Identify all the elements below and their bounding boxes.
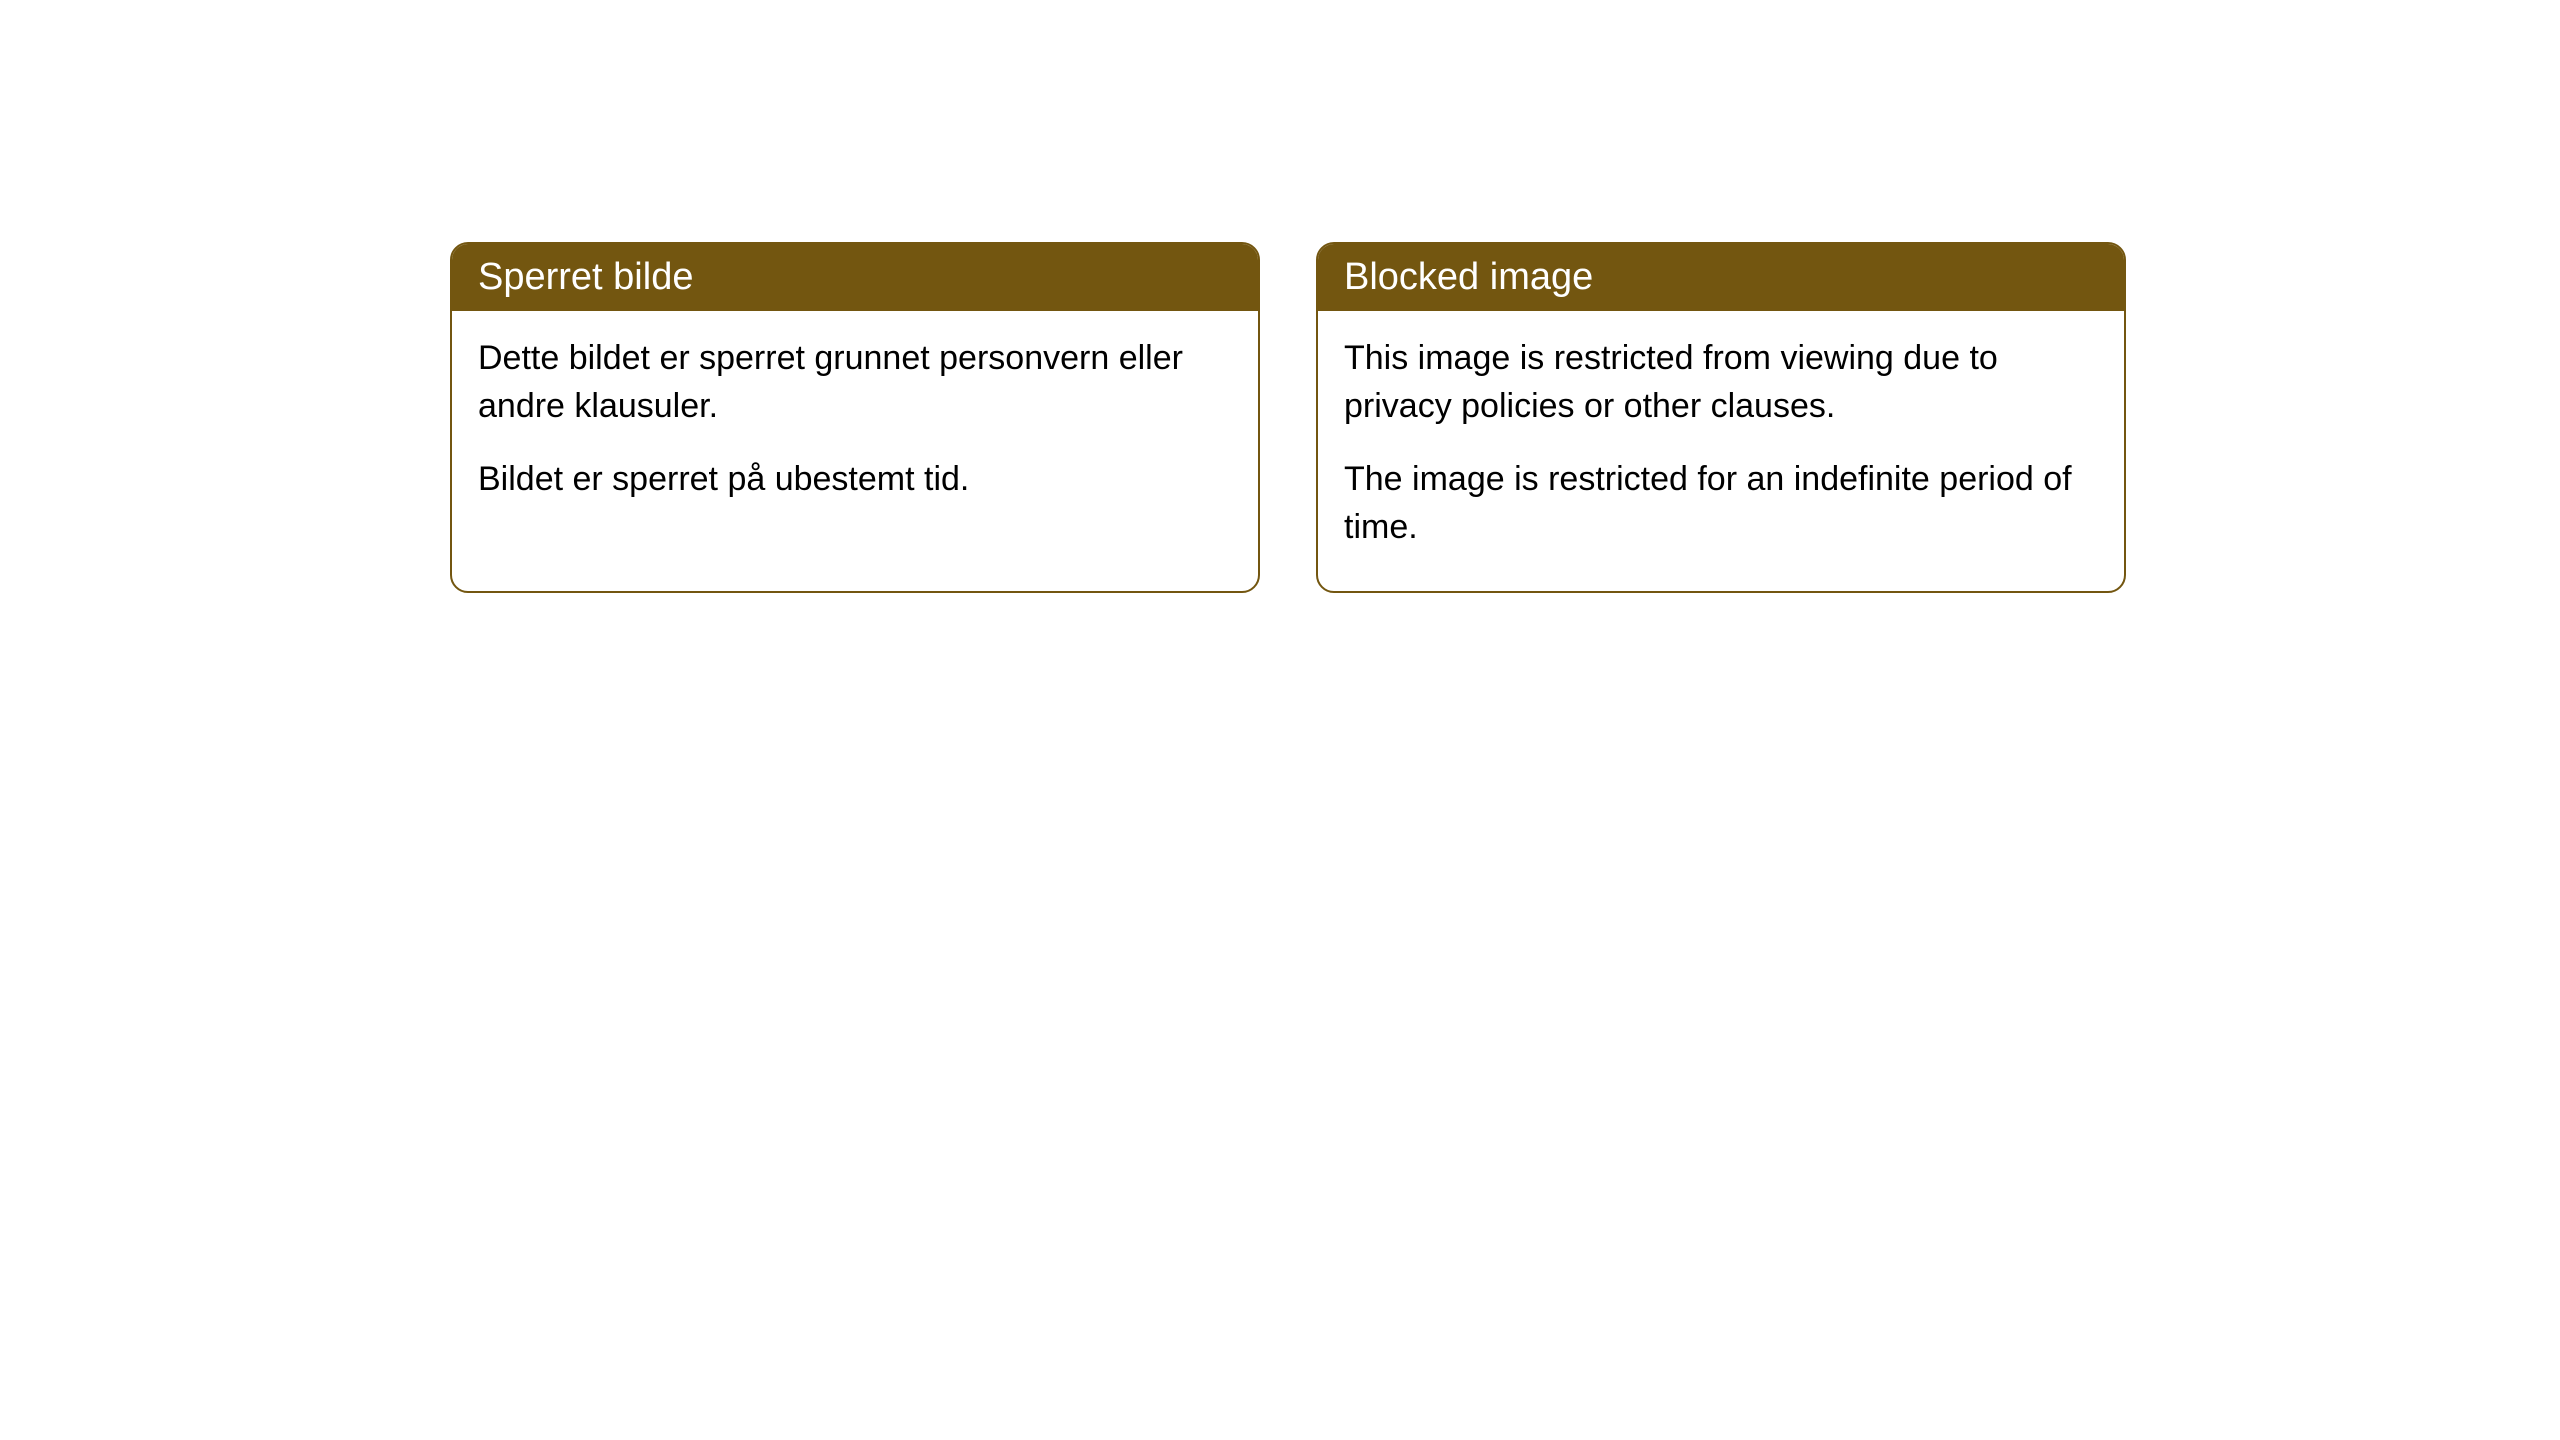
- card-header: Blocked image: [1318, 244, 2124, 311]
- card-body: Dette bildet er sperret grunnet personve…: [452, 311, 1258, 544]
- card-paragraph-1: Dette bildet er sperret grunnet personve…: [478, 335, 1232, 430]
- card-paragraph-1: This image is restricted from viewing du…: [1344, 335, 2098, 430]
- card-header: Sperret bilde: [452, 244, 1258, 311]
- notice-cards-container: Sperret bilde Dette bildet er sperret gr…: [450, 242, 2126, 593]
- card-body: This image is restricted from viewing du…: [1318, 311, 2124, 591]
- card-paragraph-2: Bildet er sperret på ubestemt tid.: [478, 456, 1232, 504]
- blocked-image-card-norwegian: Sperret bilde Dette bildet er sperret gr…: [450, 242, 1260, 593]
- card-paragraph-2: The image is restricted for an indefinit…: [1344, 456, 2098, 551]
- card-title: Sperret bilde: [478, 256, 693, 298]
- card-title: Blocked image: [1344, 256, 1593, 298]
- blocked-image-card-english: Blocked image This image is restricted f…: [1316, 242, 2126, 593]
